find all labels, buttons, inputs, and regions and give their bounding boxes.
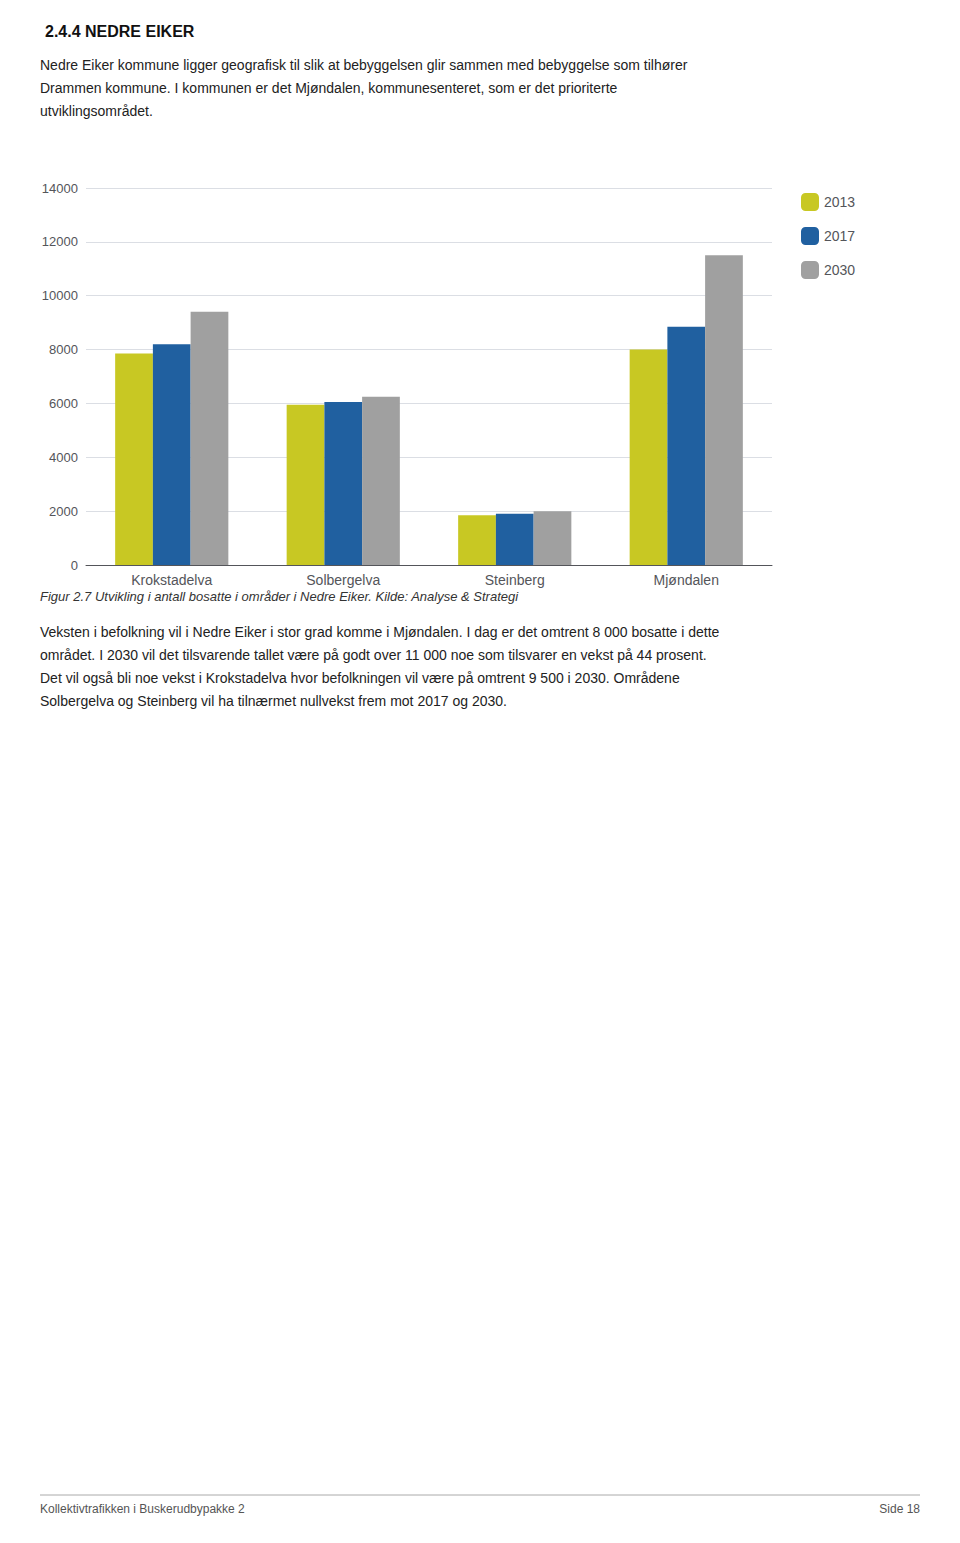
svg-text:Kollektivtrafikken i Buskerudb: Kollektivtrafikken i Buskerudbypakke 2 (40, 1502, 245, 1516)
svg-text:Steinberg: Steinberg (485, 572, 545, 588)
svg-text:Mjøndalen: Mjøndalen (654, 572, 719, 588)
svg-text:Solbergelva: Solbergelva (306, 572, 380, 588)
svg-text:Drammen kommune. I kommunen er: Drammen kommune. I kommunen er det Mjønd… (40, 80, 618, 96)
svg-text:Krokstadelva: Krokstadelva (131, 572, 212, 588)
svg-text:Figur 2.7 Utvikling i antall b: Figur 2.7 Utvikling i antall bosatte i o… (40, 589, 519, 604)
svg-text:6000: 6000 (49, 396, 78, 411)
svg-text:Side 18: Side 18 (879, 1502, 920, 1516)
svg-text:12000: 12000 (42, 234, 78, 249)
svg-text:10000: 10000 (42, 288, 78, 303)
svg-text:Solbergelva og Steinberg vil h: Solbergelva og Steinberg vil ha tilnærme… (40, 693, 507, 709)
svg-text:4000: 4000 (49, 450, 78, 465)
svg-text:Nedre Eiker kommune ligger geo: Nedre Eiker kommune ligger geografisk ti… (40, 57, 688, 73)
svg-text:2000: 2000 (49, 504, 78, 519)
svg-text:2017: 2017 (824, 228, 855, 244)
svg-text:Det vil også bli noe vekst i K: Det vil også bli noe vekst i Krokstadelv… (40, 670, 680, 686)
svg-text:8000: 8000 (49, 342, 78, 357)
svg-text:Veksten i befolkning vil i Ned: Veksten i befolkning vil i Nedre Eiker i… (40, 624, 720, 640)
svg-text:2030: 2030 (824, 262, 855, 278)
svg-text:2.4.4 NEDRE EIKER: 2.4.4 NEDRE EIKER (45, 23, 195, 40)
svg-text:området. I 2030 vil det tilsva: området. I 2030 vil det tilsvarende tall… (40, 647, 707, 663)
svg-text:2013: 2013 (824, 194, 855, 210)
svg-text:utviklingsområdet.: utviklingsområdet. (40, 103, 153, 119)
svg-text:0: 0 (71, 558, 78, 573)
svg-text:14000: 14000 (42, 181, 78, 196)
